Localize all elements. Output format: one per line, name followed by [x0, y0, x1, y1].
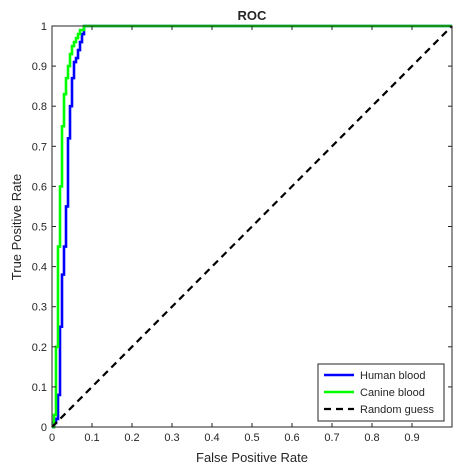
plot-area: 0 0.1 0.2 0.3 0.4 0.5 0.6 0.7 0.8 0.9 0 0.1 0.2 0.3 0.…	[32, 21, 453, 444]
legend-label: Canine blood	[360, 387, 425, 399]
x-tick-label: 0	[49, 432, 55, 444]
legend-label: Random guess	[360, 404, 434, 416]
y-tick-label: 0.4	[32, 262, 47, 274]
y-axis-title: True Positive Rate	[9, 174, 24, 280]
series-line-human-blood	[52, 24, 452, 429]
y-tick-label: 1	[41, 21, 47, 33]
x-axis-title: False Positive Rate	[196, 450, 308, 465]
y-tick-label: 0.1	[32, 382, 47, 394]
y-tick-label: 0.9	[32, 61, 47, 73]
x-tick-label: 0.8	[364, 432, 379, 444]
x-tick-label: 0.6	[284, 432, 299, 444]
legend: Human blood Canine blood Random guess	[317, 363, 445, 422]
y-tick-label: 0	[41, 422, 47, 434]
y-tick-label: 0.6	[32, 181, 47, 193]
x-tick-label: 0.3	[164, 432, 179, 444]
series-line-canine-blood	[52, 24, 452, 429]
x-tick-label: 0.5	[244, 432, 259, 444]
x-tick-label: 0.9	[404, 432, 419, 444]
legend-label: Human blood	[360, 370, 425, 382]
x-tick-label: 0.2	[124, 432, 139, 444]
y-tick-label: 0.8	[32, 101, 47, 113]
x-tick-label: 0.7	[324, 432, 339, 444]
x-tick-label: 0.1	[84, 432, 99, 444]
chart-title: ROC	[238, 8, 268, 23]
y-tick-label: 0.2	[32, 342, 47, 354]
x-tick-label: 0.4	[204, 432, 219, 444]
y-tick-label: 0.7	[32, 141, 47, 153]
y-tick-label: 0.5	[32, 222, 47, 234]
y-tick-label: 0.3	[32, 302, 47, 314]
series-line-random-guess	[51, 25, 453, 428]
